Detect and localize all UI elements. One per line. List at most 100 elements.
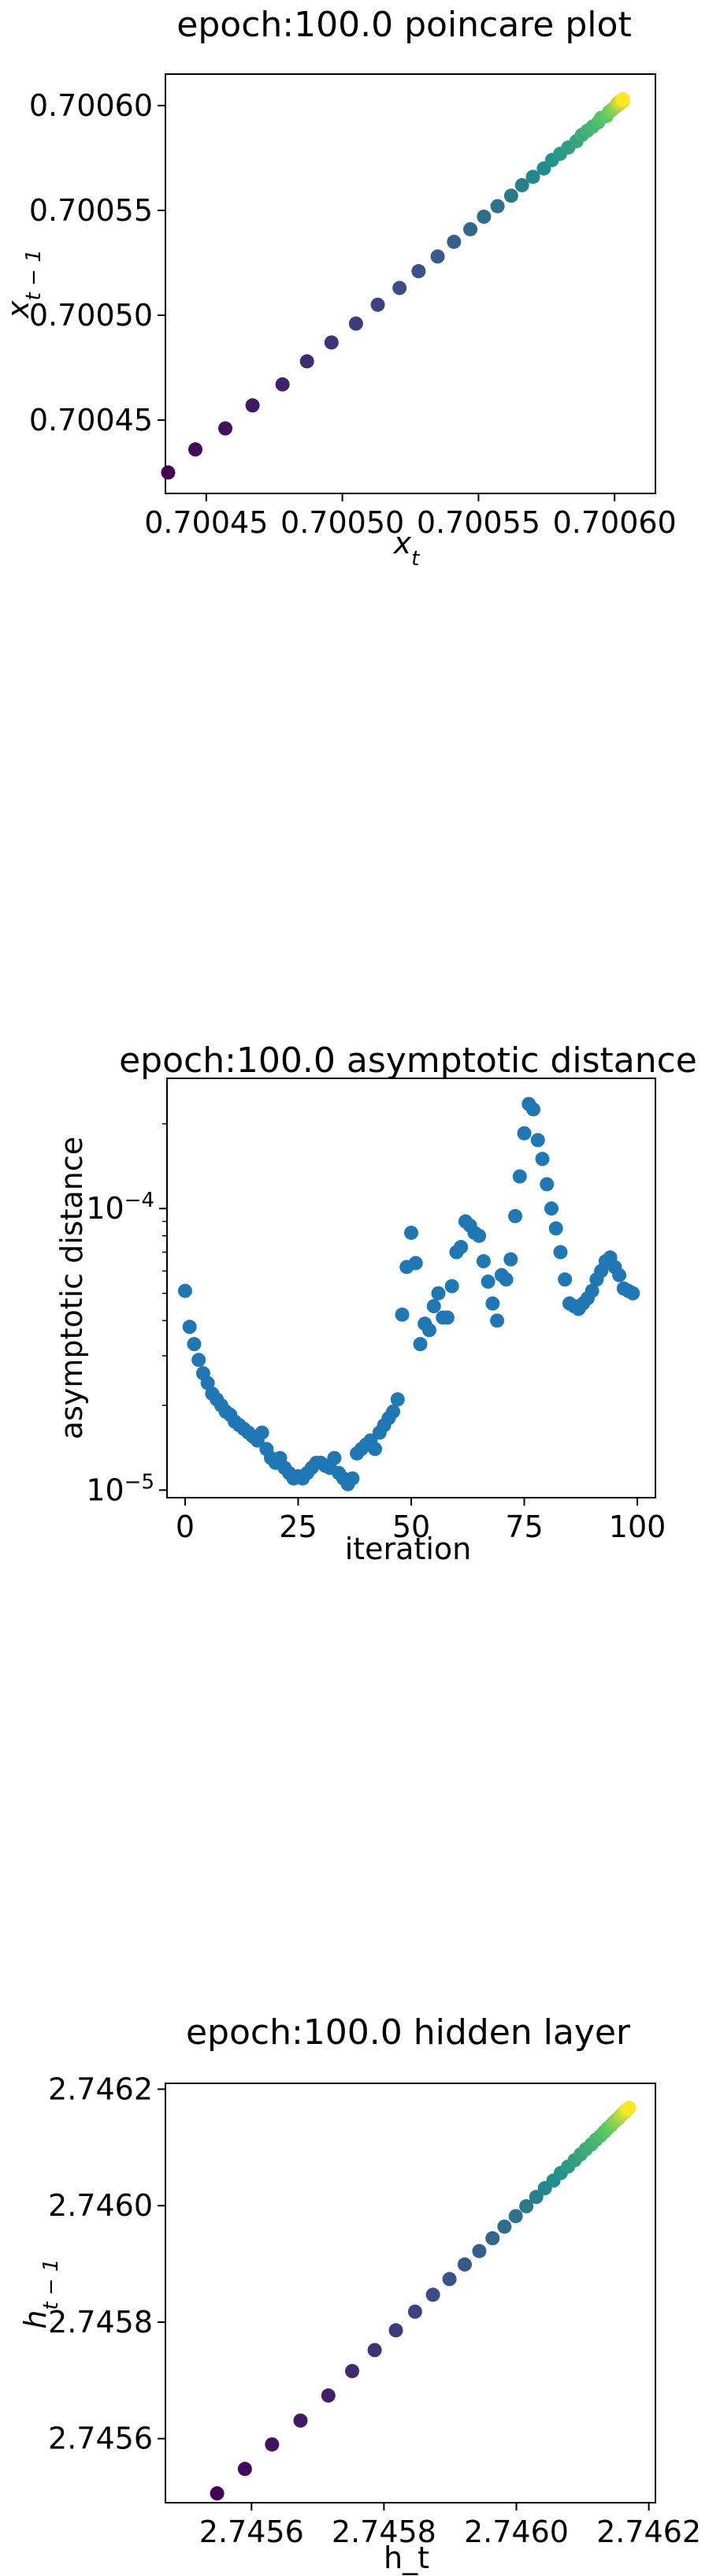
data-point	[408, 1256, 423, 1271]
data-point	[404, 1225, 418, 1240]
data-point	[548, 1221, 563, 1236]
y-tick-label: 2.7462	[48, 2072, 153, 2106]
data-point	[177, 1283, 192, 1298]
data-point	[299, 354, 314, 369]
y-tick-label: 10−5	[86, 1470, 154, 1507]
data-point	[254, 1425, 269, 1440]
data-point	[463, 221, 478, 236]
data-point	[200, 1375, 215, 1390]
data-point	[535, 1152, 550, 1167]
hidden-layer-y-ticks: 2.7456 2.7458 2.7460 2.7462	[48, 2072, 165, 2456]
data-point	[444, 1279, 459, 1294]
data-point	[191, 1353, 206, 1368]
data-point	[386, 1404, 401, 1419]
data-point	[395, 1307, 410, 1322]
poincare-title: epoch:100.0 poincare plot	[176, 5, 631, 45]
asymptotic-title: epoch:100.0 asymptotic distance	[119, 1040, 697, 1081]
data-point	[514, 177, 529, 192]
data-point	[367, 2343, 382, 2358]
data-point	[558, 1272, 573, 1287]
poincare-x-ticks: 0.70045 0.70050 0.70055 0.70060	[144, 493, 677, 540]
data-point	[472, 1228, 487, 1243]
hidden-layer-x-ticks: 2.7456 2.7458 2.7460 2.7462	[199, 2503, 701, 2549]
y-tick-label: 2.7460	[48, 2188, 153, 2223]
data-point	[275, 377, 290, 392]
y-tick-label: 2.7458	[48, 2305, 153, 2340]
data-point	[508, 2209, 523, 2224]
poincare-x-axis-label: xt	[393, 526, 421, 571]
hidden-layer-points	[210, 2101, 637, 2501]
data-point	[324, 335, 339, 350]
asymptotic-points	[177, 1096, 640, 1491]
data-point	[265, 2437, 280, 2452]
poincare-axes-frame	[165, 73, 656, 494]
asymptotic-chart: epoch:100.0 asymptotic distance 0 25 50 75 1…	[54, 1040, 697, 1566]
data-point	[553, 1245, 568, 1260]
x-tick-label: 0.70055	[417, 505, 540, 540]
data-point	[431, 1286, 446, 1301]
asymptotic-x-ticks: 0 25 50 75 100	[176, 1498, 666, 1544]
hidden-layer-title: epoch:100.0 hidden layer	[186, 2012, 631, 2053]
data-point	[413, 1337, 428, 1352]
hidden-layer-x-axis-label: h_t	[384, 2541, 429, 2575]
data-point	[517, 1126, 532, 1141]
data-point	[615, 91, 630, 106]
data-point	[485, 1296, 500, 1311]
data-point	[519, 2198, 534, 2213]
asymptotic-y-axis-label: asymptotic distance	[54, 1137, 89, 1439]
data-point	[454, 1240, 469, 1255]
data-point	[348, 316, 363, 331]
data-point	[321, 2388, 336, 2403]
data-point	[490, 1313, 505, 1328]
data-point	[345, 2364, 360, 2379]
data-point	[529, 2190, 544, 2205]
data-point	[188, 442, 203, 457]
data-point	[481, 1274, 496, 1289]
data-point	[447, 234, 462, 249]
data-point	[390, 1392, 405, 1407]
x-tick-label: 75	[505, 1509, 543, 1544]
data-point	[407, 2304, 422, 2319]
y-tick-label: 0.70050	[29, 298, 153, 333]
hidden-layer-y-axis-label: ht − 1	[18, 2258, 63, 2328]
data-point	[476, 1254, 491, 1269]
data-point	[237, 2462, 252, 2477]
poincare-chart: epoch:100.0 poincare plot 0.70045 0.70050…	[1, 5, 677, 571]
data-point	[440, 1310, 455, 1325]
data-point	[540, 1177, 555, 1192]
data-point	[525, 169, 540, 184]
hidden-layer-chart: epoch:100.0 hidden layer 2.7456 2.7458 2.7…	[18, 2012, 701, 2575]
data-point	[430, 249, 445, 264]
x-tick-label: 2.7462	[596, 2515, 701, 2549]
data-point	[218, 421, 233, 436]
x-tick-label: 0.70050	[280, 505, 404, 540]
data-point	[187, 1337, 202, 1352]
data-point	[388, 2323, 403, 2338]
data-point	[503, 188, 518, 203]
data-point	[421, 1323, 436, 1338]
x-tick-label: 50	[392, 1509, 430, 1544]
data-point	[622, 2101, 637, 2116]
data-point	[472, 2243, 487, 2258]
x-tick-label: 0.70045	[144, 505, 268, 540]
data-point	[499, 1272, 514, 1287]
data-point	[293, 2413, 308, 2428]
poincare-y-ticks: 0.70045 0.70050 0.70055 0.70060	[29, 88, 165, 437]
y-tick-label: 0.70055	[29, 193, 153, 228]
data-point	[512, 1169, 527, 1184]
data-point	[503, 1252, 518, 1267]
data-point	[530, 1133, 545, 1148]
y-tick-label: 2.7456	[48, 2422, 153, 2456]
asymptotic-x-axis-label: iteration	[345, 1532, 472, 1566]
data-point	[327, 1450, 342, 1465]
data-point	[477, 209, 492, 224]
data-point	[161, 465, 176, 480]
data-point	[345, 1471, 360, 1486]
x-tick-label: 2.7458	[332, 2515, 436, 2549]
x-tick-label: 25	[279, 1509, 317, 1544]
data-point	[508, 1208, 523, 1223]
data-point	[544, 1201, 559, 1216]
data-point	[497, 2219, 512, 2234]
data-point	[485, 2231, 500, 2246]
